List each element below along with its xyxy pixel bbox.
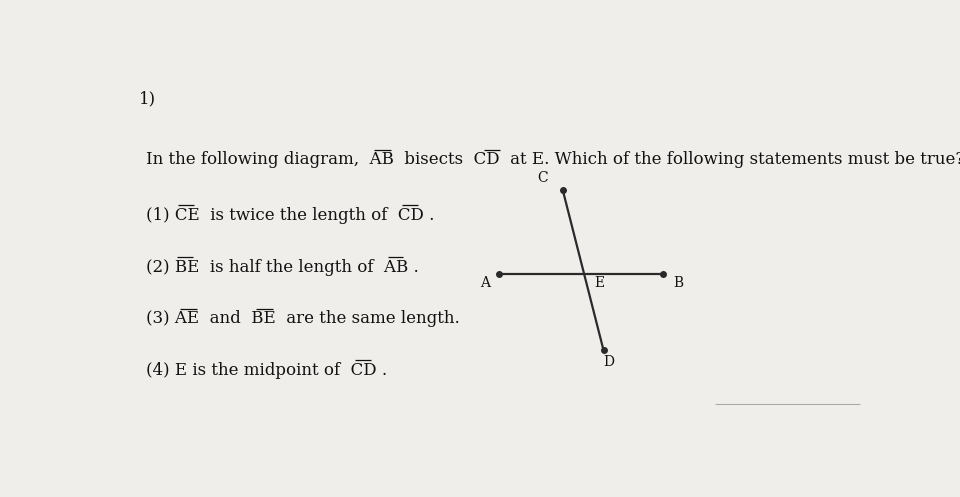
Text: E: E: [594, 276, 605, 290]
Text: B: B: [673, 276, 683, 290]
Text: A: A: [480, 276, 490, 290]
Text: (3) AE  and  BE  are the same length.: (3) AE and BE are the same length.: [146, 310, 460, 328]
Text: (4) E is the midpoint of  CD .: (4) E is the midpoint of CD .: [146, 362, 387, 379]
Text: In the following diagram,  AB  bisects  CD  at E. Which of the following stateme: In the following diagram, AB bisects CD …: [146, 152, 960, 168]
Text: (2) BE  is half the length of  AB .: (2) BE is half the length of AB .: [146, 258, 419, 276]
Text: C: C: [538, 171, 548, 185]
Text: 1): 1): [138, 90, 156, 107]
Text: (1) CE  is twice the length of  CD .: (1) CE is twice the length of CD .: [146, 207, 435, 224]
Text: D: D: [603, 355, 614, 369]
